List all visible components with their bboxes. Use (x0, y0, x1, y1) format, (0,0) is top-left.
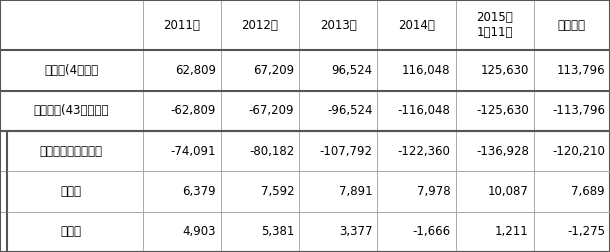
Text: 5,381: 5,381 (261, 225, 294, 238)
Text: 10,087: 10,087 (488, 185, 529, 198)
Text: 7,592: 7,592 (260, 185, 294, 198)
Bar (377, 91, 456, 131)
Bar (456, 131, 534, 171)
Bar (377, 212, 456, 252)
Text: 6,379: 6,379 (182, 185, 216, 198)
Text: 3,377: 3,377 (339, 225, 372, 238)
Text: -136,928: -136,928 (476, 145, 529, 158)
Text: 96,524: 96,524 (331, 64, 372, 77)
Bar (299, 50, 377, 91)
Bar (377, 0, 456, 50)
Bar (534, 91, 610, 131)
Bar (299, 0, 377, 50)
Text: -113,796: -113,796 (552, 104, 605, 117)
Bar (299, 91, 377, 131)
Text: -80,182: -80,182 (249, 145, 294, 158)
Text: -1,275: -1,275 (567, 225, 605, 238)
Text: 7,891: 7,891 (339, 185, 372, 198)
Text: 125,630: 125,630 (481, 64, 529, 77)
Bar (534, 50, 610, 91)
Text: 4,903: 4,903 (182, 225, 216, 238)
Bar (456, 91, 534, 131)
Bar (221, 212, 299, 252)
Text: 除く愛知県・大阪府: 除く愛知県・大阪府 (40, 145, 102, 158)
Bar (221, 0, 299, 50)
Bar (143, 91, 221, 131)
Bar (0, 131, 143, 171)
Bar (143, 0, 221, 50)
Text: 大阪府: 大阪府 (61, 225, 82, 238)
Bar (0, 212, 143, 252)
Bar (221, 91, 299, 131)
Text: -120,210: -120,210 (552, 145, 605, 158)
Text: 113,796: 113,796 (556, 64, 605, 77)
Text: 7,978: 7,978 (417, 185, 451, 198)
Bar (456, 171, 534, 212)
Text: 2014年: 2014年 (398, 19, 435, 32)
Bar (377, 171, 456, 212)
Bar (377, 50, 456, 91)
Bar (143, 50, 221, 91)
Text: 7,689: 7,689 (572, 185, 605, 198)
Text: -116,048: -116,048 (398, 104, 451, 117)
Bar (299, 171, 377, 212)
Text: -122,360: -122,360 (398, 145, 451, 158)
Text: 東京圈(4都県）: 東京圈(4都県） (44, 64, 98, 77)
Text: 非東京圈(43道府県）: 非東京圈(43道府県） (34, 104, 109, 117)
Text: -67,209: -67,209 (249, 104, 294, 117)
Bar (221, 131, 299, 171)
Bar (377, 131, 456, 171)
Text: 1,211: 1,211 (495, 225, 529, 238)
Text: 62,809: 62,809 (175, 64, 216, 77)
Text: 67,209: 67,209 (253, 64, 294, 77)
Text: -96,524: -96,524 (327, 104, 372, 117)
Bar (0, 0, 143, 50)
Text: 愛知県: 愛知県 (61, 185, 82, 198)
Text: 2012年: 2012年 (242, 19, 278, 32)
Text: 116,048: 116,048 (402, 64, 451, 77)
Bar (221, 171, 299, 212)
Bar (456, 0, 534, 50)
Text: -107,792: -107,792 (320, 145, 372, 158)
Bar (0, 91, 143, 131)
Bar (534, 131, 610, 171)
Bar (0, 50, 143, 91)
Bar (0, 171, 143, 212)
Bar (221, 50, 299, 91)
Bar (534, 171, 610, 212)
Bar (143, 212, 221, 252)
Text: 2013年: 2013年 (320, 19, 356, 32)
Text: -1,666: -1,666 (412, 225, 451, 238)
Text: 2015年
1～11月: 2015年 1～11月 (476, 11, 513, 39)
Bar (456, 50, 534, 91)
Bar (299, 131, 377, 171)
Text: -74,091: -74,091 (170, 145, 216, 158)
Text: -125,630: -125,630 (476, 104, 529, 117)
Bar (143, 171, 221, 212)
Text: 前年同期: 前年同期 (558, 19, 586, 32)
Bar (143, 131, 221, 171)
Bar (534, 212, 610, 252)
Bar (299, 212, 377, 252)
Bar (456, 212, 534, 252)
Bar (534, 0, 610, 50)
Text: 2011年: 2011年 (163, 19, 200, 32)
Text: -62,809: -62,809 (171, 104, 216, 117)
